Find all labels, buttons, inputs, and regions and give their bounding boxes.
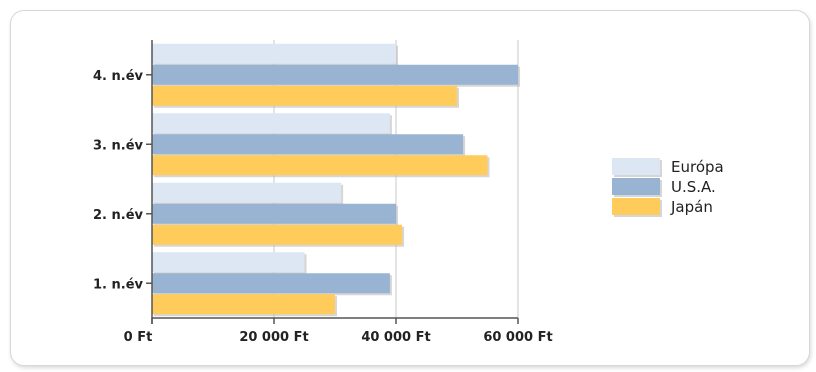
bar [152,203,396,224]
y-tick-label: 4. n.év [93,69,144,84]
legend: Európa U.S.A. Japán [612,158,724,217]
legend-swatch [612,178,660,195]
bar-group [152,43,520,317]
y-tick-label: 1. n.év [93,277,144,292]
legend-label: Európa [671,158,724,176]
legend-swatch [612,198,660,215]
y-tick-label: 3. n.év [93,138,144,153]
bar [152,294,335,315]
x-tick-label: 60 000 Ft [483,330,552,345]
legend-label: Japán [670,198,713,216]
bar [152,224,403,245]
bar [152,155,488,176]
bar [152,182,342,203]
bar [152,85,457,106]
legend-swatch [612,158,660,175]
bar [152,134,464,155]
bar [152,43,396,64]
legend-label: U.S.A. [671,178,716,196]
bar [152,64,518,85]
x-tick-label: 0 Ft [124,330,153,345]
x-tick-label: 20 000 Ft [239,330,308,345]
y-tick-label: 2. n.év [93,208,144,223]
bar [152,113,390,134]
bar [152,252,305,273]
axes: 0 Ft 20 000 Ft 40 000 Ft 60 000 Ft 1. n.év 2.… [93,40,553,345]
bar [152,273,390,294]
x-tick-label: 40 000 Ft [361,330,430,345]
